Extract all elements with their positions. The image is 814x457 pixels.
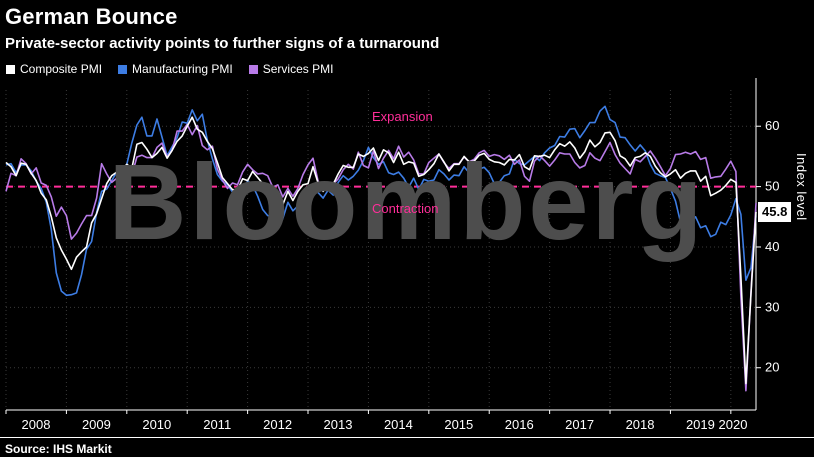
chart-legend: Composite PMI Manufacturing PMI Services… [6, 62, 333, 76]
x-tick-label: 2011 [203, 417, 231, 432]
x-tick-label: 2019 [686, 417, 715, 432]
y-tick-label: 50 [765, 179, 779, 194]
x-tick-label: 2012 [263, 417, 292, 432]
legend-label-manufacturing: Manufacturing PMI [132, 62, 233, 76]
y-tick-label: 30 [765, 299, 779, 314]
services-swatch-icon [248, 64, 258, 74]
contraction-label: Contraction [372, 201, 439, 216]
legend-item-composite: Composite PMI [6, 62, 102, 76]
y-tick-label: 40 [765, 239, 779, 254]
x-tick-label: 2018 [626, 417, 655, 432]
x-tick-label: 2014 [384, 417, 413, 432]
y-tick-label: 20 [765, 360, 779, 375]
legend-item-services: Services PMI [248, 62, 334, 76]
composite-swatch-icon [6, 64, 15, 74]
x-tick-label: 2020 [719, 417, 748, 432]
x-tick-label: 2015 [444, 417, 473, 432]
series-line-composite-pmi [5, 116, 757, 385]
legend-label-composite: Composite PMI [20, 62, 103, 76]
chart-subtitle: Private-sector activity points to furthe… [5, 35, 440, 52]
expansion-label: Expansion [372, 109, 433, 124]
x-tick-label: 2008 [22, 417, 51, 432]
source-text: Source: IHS Markit [5, 442, 112, 456]
y-tick-label: 60 [765, 118, 779, 133]
x-tick-label: 2009 [82, 417, 111, 432]
series-line-services-pmi [5, 123, 757, 392]
page-title: German Bounce [5, 4, 178, 29]
x-tick-label: 2010 [142, 417, 171, 432]
legend-label-services: Services PMI [262, 62, 334, 76]
y-axis-title: Index level [794, 153, 809, 221]
x-tick-label: 2017 [565, 417, 594, 432]
footer-divider [0, 437, 814, 438]
x-tick-label: 2016 [505, 417, 534, 432]
legend-item-manufacturing: Manufacturing PMI [118, 62, 233, 76]
manufacturing-swatch-icon [118, 64, 128, 74]
last-value-badge: 45.8 [758, 201, 792, 222]
x-tick-label: 2013 [324, 417, 353, 432]
